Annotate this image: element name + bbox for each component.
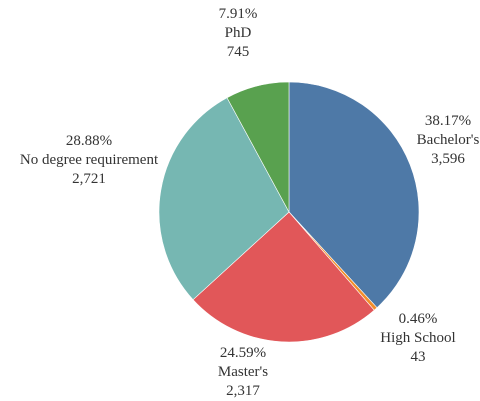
- slice-label-count: 2,721: [72, 171, 106, 187]
- slice-label-name: High School: [380, 330, 455, 346]
- slice-label-count: 3,596: [431, 151, 465, 167]
- slice-label-percent: 28.88%: [66, 133, 112, 149]
- slice-label-count: 43: [411, 349, 426, 365]
- pie-slices: [158, 81, 420, 343]
- pie-labels: 38.17% Bachelor's 3,596 0.46% High School 43 2…: [20, 6, 480, 399]
- slice-label-name: No degree requirement: [20, 152, 159, 168]
- pie-slice-master-s: [192, 211, 375, 343]
- slice-label-count: 745: [227, 44, 250, 60]
- slice-label-percent: 7.91%: [219, 6, 258, 22]
- slice-label-name: PhD: [225, 25, 252, 41]
- slice-label-percent: 38.17%: [425, 113, 471, 129]
- slice-label-count: 2,317: [226, 383, 260, 399]
- slice-label-percent: 0.46%: [399, 311, 438, 327]
- slice-label-percent: 24.59%: [220, 345, 266, 361]
- slice-label-name: Bachelor's: [417, 132, 480, 148]
- pie-slice-bachelor-s: [288, 81, 420, 309]
- pie-slice-no-degree-requirement: [158, 97, 290, 301]
- pie-slice-phd: [226, 81, 290, 213]
- slice-label-name: Master's: [218, 364, 268, 380]
